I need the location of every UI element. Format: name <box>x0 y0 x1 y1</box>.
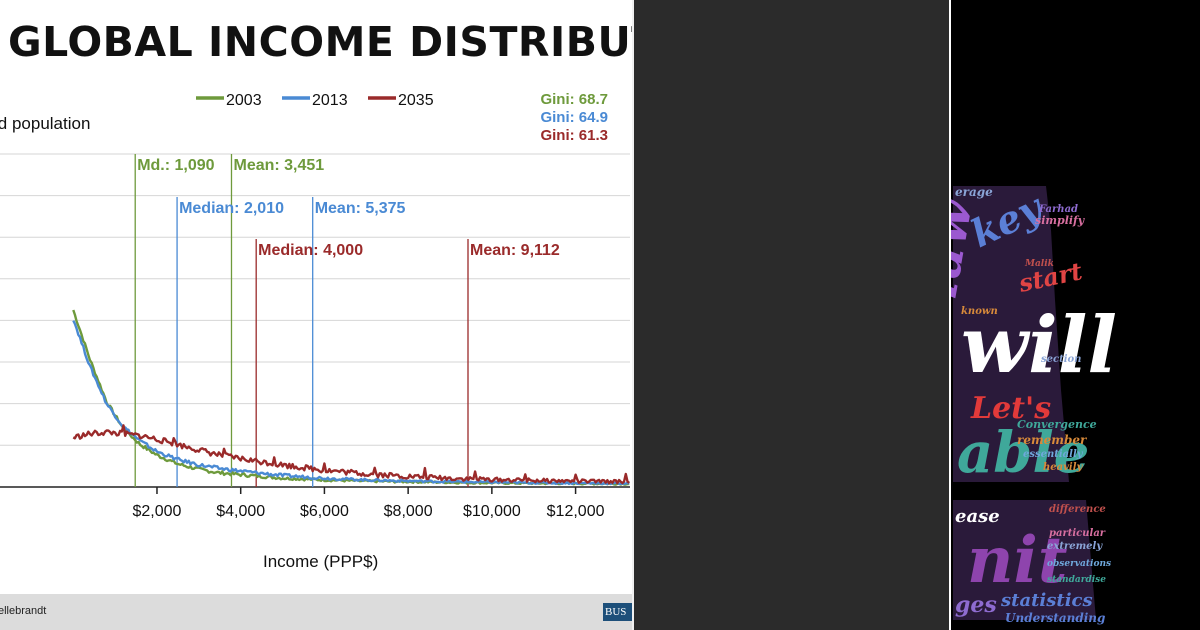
legend-label-2035: 2035 <box>398 92 434 109</box>
y-axis-label: ld population <box>0 114 91 133</box>
wordcloud-word: particular <box>1049 528 1106 539</box>
chart-panel: GLOBAL INCOME DISTRIBUTION ld population… <box>0 0 632 630</box>
chart-title: GLOBAL INCOME DISTRIBUTION <box>8 18 632 66</box>
wordcloud-word: nit <box>967 523 1067 598</box>
legend-label-2003: 2003 <box>226 92 262 109</box>
wordcloud-word: standardise <box>1047 575 1106 585</box>
wordcloud-word: Farhad <box>1038 204 1078 215</box>
wordcloud-word: ges <box>955 592 997 618</box>
wordcloud-word: heavily <box>1043 462 1084 473</box>
wordcloud-word: simplify <box>1035 214 1086 227</box>
x-tick-label: $4,000 <box>216 503 265 520</box>
wordcloud-panel: will Let's law key start able nit ease statistic… <box>949 0 1200 630</box>
blank-dark-panel <box>634 0 949 630</box>
wordcloud-word: known <box>961 306 998 317</box>
brand-logo: BUS <box>603 603 632 621</box>
wordcloud-word: erage <box>955 185 993 199</box>
series-line-2035 <box>72 424 630 485</box>
legend-label-2013: 2013 <box>312 92 348 109</box>
annotation-label: Median: 2,010 <box>179 200 284 217</box>
wordcloud-shape-bottom <box>953 500 1096 620</box>
annotation-label: Median: 4,000 <box>258 242 363 259</box>
wordcloud-word: statistics <box>1000 590 1093 611</box>
wordcloud-shape-top <box>953 186 1069 482</box>
gini-label: Gini: 61.3 <box>540 127 608 144</box>
credit-text: ellebrandt <box>0 605 47 617</box>
wordcloud-word: Let's <box>970 391 1051 426</box>
x-tick-label: $10,000 <box>463 503 521 520</box>
x-tick-label: $12,000 <box>547 503 605 520</box>
annotation-label: Mean: 9,112 <box>470 242 560 259</box>
gini-label: Gini: 64.9 <box>540 109 608 126</box>
x-axis-label: Income (PPP$) <box>263 552 379 571</box>
x-tick-label: $6,000 <box>300 503 349 520</box>
wordcloud-word: essentially <box>1023 449 1084 460</box>
annotation-label: Md.: 1,090 <box>137 157 214 174</box>
wordcloud-word: able <box>957 420 1089 486</box>
annotation-label: Mean: 5,375 <box>315 200 406 217</box>
footer-bar: ellebrandt <box>0 594 632 630</box>
wordcloud-word: will <box>961 300 1117 391</box>
series-line-2003 <box>72 309 630 486</box>
wordcloud-word: extremely <box>1047 541 1103 552</box>
wordcloud-word: ease <box>955 506 1000 527</box>
wordcloud-word: observations <box>1047 559 1111 569</box>
wordcloud-word: section <box>1041 354 1081 365</box>
x-tick-label: $8,000 <box>384 503 433 520</box>
annotation-label: Mean: 3,451 <box>233 157 324 174</box>
wordcloud-word: Malik <box>1024 259 1054 269</box>
wordcloud-word: remember <box>1017 433 1088 447</box>
gini-label: Gini: 68.7 <box>540 91 608 108</box>
series-line-2013 <box>72 320 630 486</box>
income-distribution-chart: $2,000 $4,000 $6,000 $8,000 $10,000 $12,000 Md… <box>0 91 630 520</box>
x-tick-label: $2,000 <box>133 503 182 520</box>
panel-divider <box>632 0 634 630</box>
wordcloud-word: Convergence <box>1017 418 1097 431</box>
wordcloud-word: Understanding <box>1005 611 1105 625</box>
wordcloud-image: willLet'slawkeystartableniteasestatistic… <box>951 183 1117 625</box>
wordcloud-word: difference <box>1049 504 1106 515</box>
